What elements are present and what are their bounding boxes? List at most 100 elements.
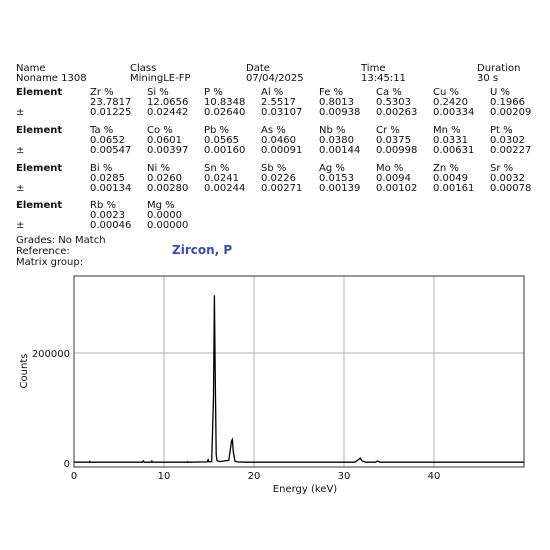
element-error: 0.00102 <box>376 183 418 194</box>
chart-grid <box>74 276 524 467</box>
grades-text: Grades: No Match <box>16 235 106 246</box>
x-tick-label: 30 <box>338 471 351 482</box>
element-name: Mn % <box>433 125 461 136</box>
element-value: 0.0226 <box>261 173 296 184</box>
element-error: 0.00631 <box>433 145 475 156</box>
y-tick-label: 200000 <box>32 349 70 360</box>
name-value: Noname 1308 <box>16 73 87 84</box>
element-value: 0.0302 <box>490 135 525 146</box>
element-name: Ca % <box>376 87 402 98</box>
element-name: Nb % <box>319 125 346 136</box>
element-name: Zn % <box>433 163 459 174</box>
element-error: 0.03107 <box>261 107 303 118</box>
element-name: Sn % <box>204 163 230 174</box>
x-tick-label: 0 <box>71 471 77 482</box>
error-symbol: ± <box>16 183 25 194</box>
element-value: 0.0285 <box>90 173 125 184</box>
element-row-label: Element <box>16 163 63 174</box>
element-name: Mg % <box>147 200 175 211</box>
name-label: Name <box>16 63 46 74</box>
axis-ticks: 0 10 20 30 40 0 200000 <box>32 349 441 482</box>
element-row-label: Element <box>16 125 63 136</box>
y-tick-label: 0 <box>64 459 70 470</box>
element-error: 0.00134 <box>90 183 132 194</box>
error-symbol: ± <box>16 145 25 156</box>
element-value: 12.0656 <box>147 97 189 108</box>
element-value: 0.0565 <box>204 135 239 146</box>
element-name: P % <box>204 87 223 98</box>
element-error: 0.00139 <box>319 183 361 194</box>
x-tick-label: 20 <box>248 471 261 482</box>
error-symbol: ± <box>16 107 25 118</box>
spectrum-trace <box>74 295 524 463</box>
element-error: 0.00334 <box>433 107 475 118</box>
plot-frame <box>73 275 525 468</box>
element-name: Sb % <box>261 163 287 174</box>
element-value: 0.0241 <box>204 173 239 184</box>
element-value: 0.0380 <box>319 135 354 146</box>
duration-label: Duration <box>477 63 521 74</box>
element-error: 0.00397 <box>147 145 189 156</box>
element-value: 0.8013 <box>319 97 354 108</box>
element-name: Cu % <box>433 87 460 98</box>
class-value: MiningLE-FP <box>130 73 191 84</box>
x-tick-label: 40 <box>428 471 441 482</box>
element-value: 0.0032 <box>490 173 525 184</box>
element-name: Co % <box>147 125 173 136</box>
element-value: 0.1966 <box>490 97 525 108</box>
element-value: 0.0023 <box>90 210 125 221</box>
element-error: 0.00000 <box>147 220 189 231</box>
element-name: Cr % <box>376 125 400 136</box>
duration-value: 30 s <box>477 73 499 84</box>
element-value: 0.0000 <box>147 210 182 221</box>
reference-value: Zircon, P <box>172 243 233 257</box>
element-name: Ni % <box>147 163 170 174</box>
element-name: Pb % <box>204 125 230 136</box>
x-tick-label: 10 <box>158 471 171 482</box>
element-value: 0.2420 <box>433 97 468 108</box>
element-error: 0.02640 <box>204 107 246 118</box>
time-label: Time <box>361 63 386 74</box>
element-value: 0.0375 <box>376 135 411 146</box>
matrix-group-label: Matrix group: <box>16 257 84 268</box>
element-value: 23.7817 <box>90 97 132 108</box>
error-symbol: ± <box>16 220 25 231</box>
element-name: Si % <box>147 87 169 98</box>
y-axis-label: Counts <box>19 354 30 389</box>
element-name: Bi % <box>90 163 113 174</box>
element-name: Pt % <box>490 125 513 136</box>
element-name: Mo % <box>376 163 404 174</box>
element-value: 0.0652 <box>90 135 125 146</box>
element-error: 0.00938 <box>319 107 361 118</box>
element-value: 2.5517 <box>261 97 296 108</box>
element-name: Fe % <box>319 87 344 98</box>
element-error: 0.00280 <box>147 183 189 194</box>
element-row-label: Element <box>16 200 63 211</box>
element-error: 0.00263 <box>376 107 418 118</box>
date-value: 07/04/2025 <box>246 73 304 84</box>
class-label: Class <box>130 63 157 74</box>
time-value: 13:45:11 <box>361 73 406 84</box>
element-error: 0.00271 <box>261 183 303 194</box>
element-value: 0.0153 <box>319 173 354 184</box>
element-name: As % <box>261 125 286 136</box>
element-value: 0.0601 <box>147 135 182 146</box>
element-value: 0.5303 <box>376 97 411 108</box>
element-error: 0.00998 <box>376 145 418 156</box>
element-error: 0.00547 <box>90 145 132 156</box>
element-name: Zr % <box>90 87 114 98</box>
element-name: Sr % <box>490 163 514 174</box>
element-value: 0.0094 <box>376 173 411 184</box>
element-error: 0.00144 <box>319 145 361 156</box>
element-error: 0.00046 <box>90 220 132 231</box>
element-error: 0.02442 <box>147 107 189 118</box>
element-error: 0.00160 <box>204 145 246 156</box>
element-name: Ag % <box>319 163 345 174</box>
element-error: 0.00078 <box>490 183 532 194</box>
element-value: 0.0049 <box>433 173 468 184</box>
date-label: Date <box>246 63 270 74</box>
x-axis-label: Energy (keV) <box>273 484 338 495</box>
element-error: 0.00091 <box>261 145 303 156</box>
element-error: 0.00161 <box>433 183 475 194</box>
